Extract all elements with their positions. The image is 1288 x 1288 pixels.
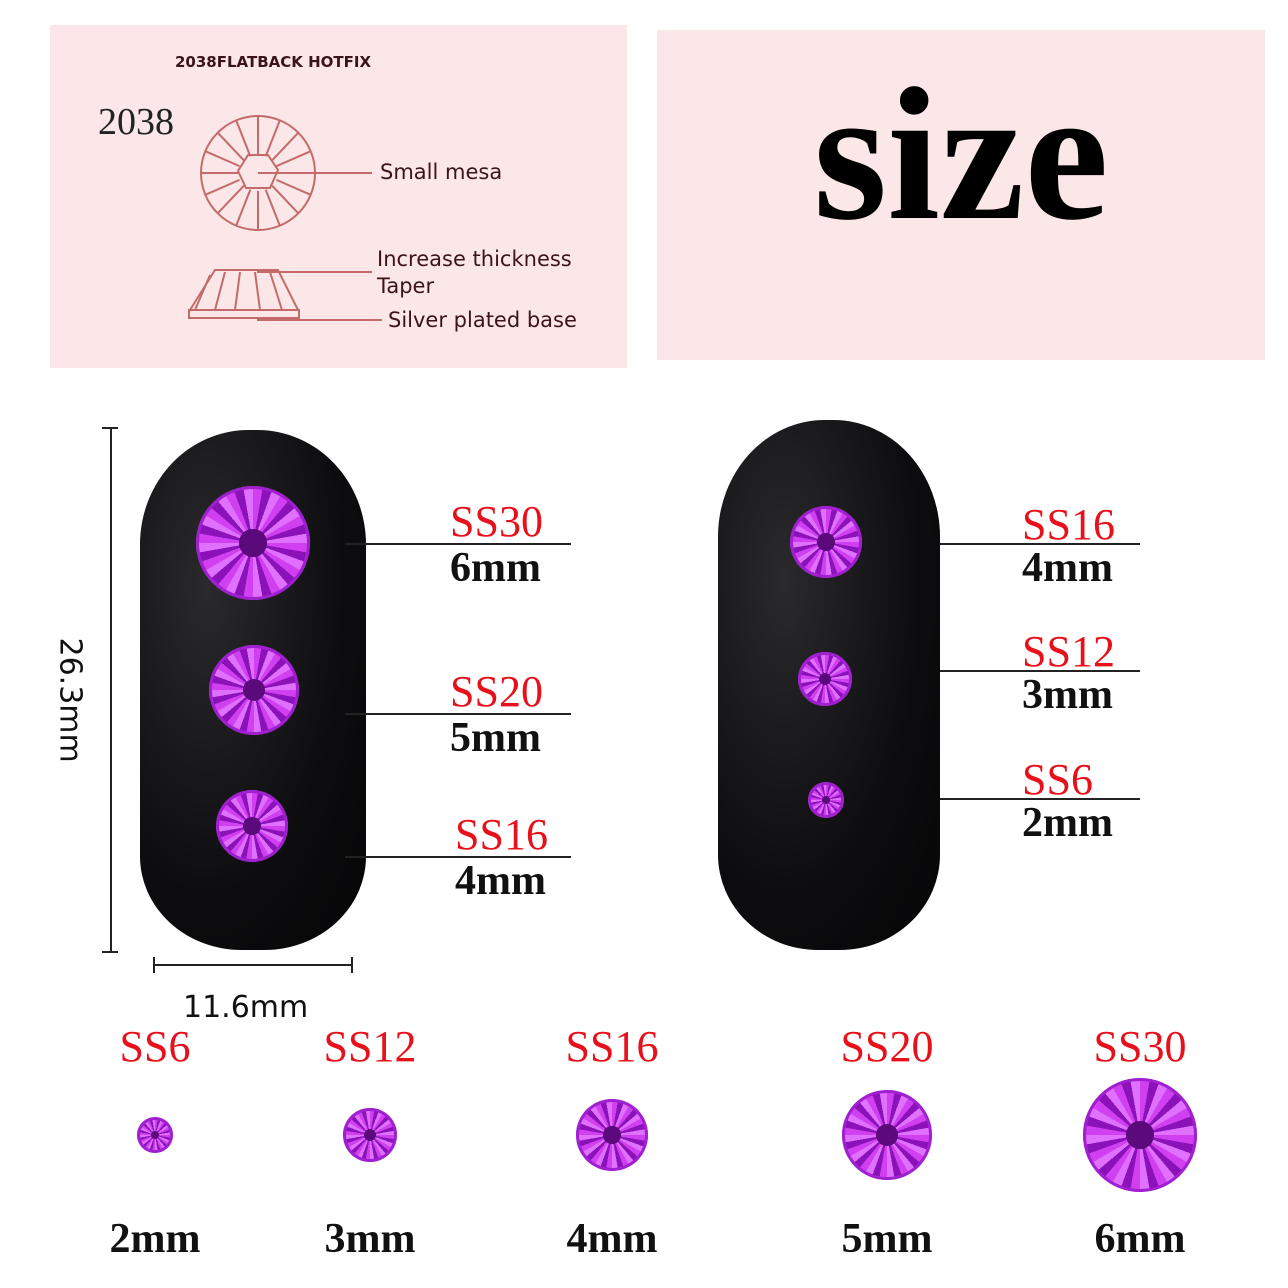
size-code: SS16 xyxy=(1022,500,1115,549)
size-code: SS12 xyxy=(323,1022,417,1071)
size-code: SS16 xyxy=(455,810,548,859)
sample-rhinestone xyxy=(137,1117,173,1153)
size-code: SS20 xyxy=(450,667,543,716)
size-mm: 2mm xyxy=(109,1216,201,1262)
dimension-tick xyxy=(153,957,155,973)
size-code: SS6 xyxy=(119,1022,191,1071)
stone-diagram xyxy=(188,115,382,321)
size-mm: 4mm xyxy=(455,858,546,904)
page-title: size xyxy=(813,50,1109,260)
size-title-panel: size xyxy=(657,30,1265,360)
sample-rhinestone xyxy=(576,1099,648,1171)
sample-rhinestone xyxy=(1083,1078,1197,1192)
size-mm: 5mm xyxy=(841,1216,933,1262)
size-mm: 4mm xyxy=(1022,545,1113,591)
size-mm: 2mm xyxy=(1022,800,1113,846)
label-taper: Taper xyxy=(377,274,435,298)
size-code: SS6 xyxy=(1022,755,1093,804)
leader-line xyxy=(345,856,571,858)
nail-rhinestone xyxy=(216,790,288,862)
nail-rhinestone xyxy=(196,486,310,600)
width-label: 11.6mm xyxy=(183,990,309,1025)
leader-line xyxy=(940,670,1140,672)
width-dimension-line xyxy=(153,964,353,966)
size-code: SS16 xyxy=(565,1022,659,1071)
leader-line xyxy=(345,543,571,545)
size-code: SS30 xyxy=(1093,1022,1187,1071)
leader-line xyxy=(940,798,1140,800)
size-code: SS30 xyxy=(450,497,543,546)
nail-rhinestone xyxy=(798,652,852,706)
height-dimension-line xyxy=(110,427,112,953)
dimension-tick xyxy=(102,427,118,429)
label-silver-plated-base: Silver plated base xyxy=(388,308,577,332)
size-mm: 6mm xyxy=(1094,1216,1186,1262)
label-increase-thickness: Increase thickness xyxy=(377,247,572,271)
size-mm: 4mm xyxy=(566,1216,658,1262)
leader-line xyxy=(345,713,571,715)
size-mm: 5mm xyxy=(450,715,541,761)
size-mm: 6mm xyxy=(450,545,541,591)
sample-rhinestone xyxy=(842,1090,932,1180)
model-number: 2038 xyxy=(98,101,174,143)
dimension-tick xyxy=(102,951,118,953)
size-code: SS12 xyxy=(1022,627,1115,676)
nail-rhinestone xyxy=(790,506,862,578)
stone-structure-panel: 2038FLATBACK HOTFIX 2038 Small mesa Incr… xyxy=(50,25,627,368)
nail-rhinestone xyxy=(209,645,299,735)
size-mm: 3mm xyxy=(1022,672,1113,718)
label-small-mesa: Small mesa xyxy=(380,160,503,184)
size-code: SS20 xyxy=(840,1022,934,1071)
height-label: 26.3mm xyxy=(52,637,88,763)
nail-rhinestone xyxy=(808,782,844,818)
sample-rhinestone xyxy=(343,1108,397,1162)
size-mm: 3mm xyxy=(324,1216,416,1262)
diagram-header: 2038FLATBACK HOTFIX xyxy=(175,53,372,71)
leader-line xyxy=(940,543,1140,545)
dimension-tick xyxy=(351,957,353,973)
